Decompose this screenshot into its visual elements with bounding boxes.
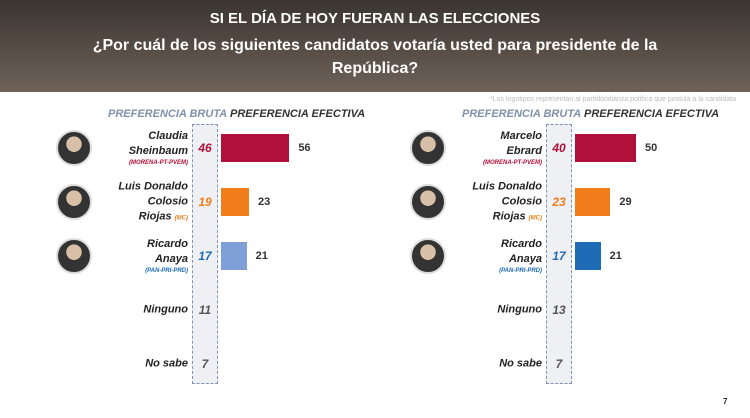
name-line: Riojas (MC) bbox=[138, 210, 188, 223]
name-line: Luis Donaldo bbox=[472, 180, 542, 193]
candidate-photo bbox=[410, 184, 446, 220]
name-line: Ninguno bbox=[143, 303, 188, 316]
candidate-name: Claudia Sheinbaum (MORENA-PT-PVEM) bbox=[129, 129, 188, 167]
bar bbox=[221, 188, 250, 216]
candidate-name: Luis Donaldo Colosio Riojas (MC) bbox=[472, 180, 542, 225]
header-background bbox=[0, 0, 750, 92]
bruta-value: 23 bbox=[552, 195, 566, 209]
name-line: Sheinbaum bbox=[128, 145, 188, 157]
name-line: Ricardo bbox=[501, 238, 542, 250]
party-label: (MC) bbox=[528, 215, 542, 222]
name-line: Claudia bbox=[148, 130, 188, 142]
bruta-value: 7 bbox=[555, 357, 563, 371]
candidate-name: Ricardo Anaya (PAN-PRI-PRD) bbox=[145, 237, 188, 275]
candidate-photo bbox=[410, 130, 446, 166]
legend-bruta: PREFERENCIA BRUTA bbox=[462, 108, 582, 120]
candidate-name: Ninguno bbox=[143, 303, 188, 318]
party-label: (MORENA-PT-PVEM) bbox=[483, 160, 542, 166]
title: SI EL DÍA DE HOY FUERAN LAS ELECCIONES bbox=[209, 10, 541, 27]
bar-value-label: 50 bbox=[645, 142, 658, 154]
page-number: 7 bbox=[723, 397, 728, 406]
candidate-photo bbox=[56, 238, 92, 274]
name-line: No sabe bbox=[499, 357, 542, 370]
candidate-name: Ninguno bbox=[497, 303, 542, 318]
candidate-name: Marcelo Ebrard (MORENA-PT-PVEM) bbox=[483, 129, 542, 167]
candidate-photo bbox=[410, 238, 446, 274]
bruta-value: 17 bbox=[552, 249, 566, 263]
name-line: Anaya bbox=[154, 253, 188, 265]
bar bbox=[575, 134, 636, 162]
name-line: Riojas (MC) bbox=[492, 210, 542, 223]
candidate-name: No sabe bbox=[499, 357, 542, 372]
footnote: *Los logotipos representan al partido/al… bbox=[490, 96, 736, 103]
name-line: Ninguno bbox=[497, 303, 542, 316]
bar-value-label: 56 bbox=[298, 142, 311, 154]
subtitle: ¿Por cuál de los siguientes candidatos v… bbox=[92, 37, 658, 77]
legend-efectiva: PREFERENCIA EFECTIVA bbox=[584, 108, 720, 120]
name-line: Ricardo bbox=[147, 238, 188, 250]
bar bbox=[221, 134, 290, 162]
candidate-photo bbox=[56, 130, 92, 166]
bruta-column bbox=[546, 124, 572, 384]
bar bbox=[575, 242, 601, 270]
candidate-name: Luis Donaldo Colosio Riojas (MC) bbox=[118, 180, 188, 225]
name-line: No sabe bbox=[145, 357, 188, 370]
bruta-column bbox=[192, 124, 218, 384]
name-line: Ebrard bbox=[506, 145, 542, 157]
bruta-value: 11 bbox=[198, 303, 212, 317]
bar bbox=[575, 188, 611, 216]
name-line: Anaya bbox=[508, 253, 542, 265]
bar-value-label: 29 bbox=[619, 196, 632, 208]
bruta-value: 40 bbox=[552, 141, 566, 155]
name-line: Luis Donaldo bbox=[118, 180, 188, 193]
legend-efectiva: PREFERENCIA EFECTIVA bbox=[230, 108, 366, 120]
bruta-value: 17 bbox=[198, 249, 212, 263]
bruta-value: 19 bbox=[198, 195, 212, 209]
name-line: Marcelo bbox=[500, 130, 542, 142]
bar-value-label: 23 bbox=[258, 196, 271, 208]
candidate-photo bbox=[56, 184, 92, 220]
name-line: Colosio bbox=[501, 195, 542, 208]
name-line: Colosio bbox=[147, 195, 188, 208]
party-label: (PAN-PRI-PRD) bbox=[499, 268, 542, 274]
bar-value-label: 21 bbox=[609, 250, 622, 262]
candidate-name: Ricardo Anaya (PAN-PRI-PRD) bbox=[499, 237, 542, 275]
party-label: (PAN-PRI-PRD) bbox=[145, 268, 188, 274]
candidate-name: No sabe bbox=[145, 357, 188, 372]
bar-value-label: 21 bbox=[255, 250, 268, 262]
bruta-value: 13 bbox=[552, 303, 566, 317]
party-label: (MORENA-PT-PVEM) bbox=[129, 160, 188, 166]
bruta-value: 46 bbox=[198, 141, 212, 155]
party-label: (MC) bbox=[174, 215, 188, 222]
bar bbox=[221, 242, 247, 270]
legend-bruta: PREFERENCIA BRUTA bbox=[108, 108, 228, 120]
bruta-value: 7 bbox=[201, 357, 209, 371]
